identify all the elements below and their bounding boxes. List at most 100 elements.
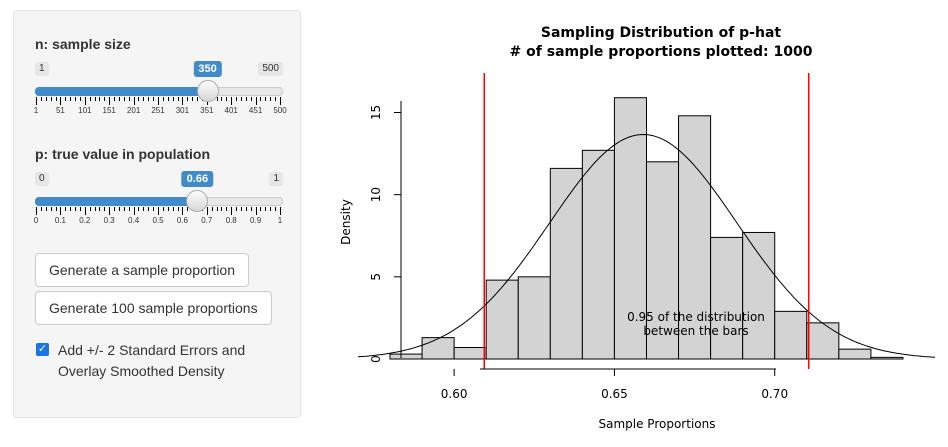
histogram-bar [581,149,615,360]
slider-minor-tick [187,207,189,211]
histogram-bar [549,167,583,360]
slider-minor-tick [245,207,247,211]
slider-major-tick [60,207,62,215]
slider-major-tick [109,97,111,105]
slider-minor-tick [99,97,101,101]
x-axis-ticks: 0.60 0.65 0.70 [441,369,788,401]
slider-tick-label: 0.4 [128,216,140,225]
slider-tick-label: 0.9 [250,216,262,225]
slider-minor-tick [240,207,242,211]
generate-100-button[interactable]: Generate 100 sample proportions [35,291,272,325]
slider-tick-label: 500 [273,106,287,115]
slider-major-tick [84,97,86,105]
slider-tick-label: 401 [224,106,238,115]
y-axis-tick-label: 0 [369,355,383,363]
slider-major-tick [182,207,184,215]
true-p-max-label: 1 [269,172,283,186]
slider-tick-label: 0.2 [79,216,91,225]
slider-tick-label: 0.7 [201,216,213,225]
sidebar-panel: n: sample size 1 500 350 1 51 101 151 201 251… [13,10,301,418]
slider-minor-tick [265,97,267,101]
slider-minor-tick [40,97,42,101]
histogram-bar [838,348,872,360]
slider-minor-tick [138,97,140,101]
slider-minor-tick [128,207,130,211]
sample-size-label: n: sample size [35,36,131,52]
standard-error-lines [483,73,810,369]
slider-ticks [35,207,283,215]
y-axis-tick-label: 10 [369,187,383,202]
slider-minor-tick [70,97,72,101]
standard-errors-checkbox[interactable]: ✓ [36,343,49,356]
slider-tick-label: 0.3 [103,216,115,225]
slider-minor-tick [177,207,179,211]
histogram-bar [806,322,840,360]
chart-title-line2: # of sample proportions plotted: 1000 [510,44,813,60]
slider-minor-tick [123,97,125,101]
slider-minor-tick [221,97,223,101]
slider-tick-label: 101 [78,106,92,115]
annotation-line1: 0.95 of the distribution [627,310,765,324]
slider-minor-tick [172,97,174,101]
slider-minor-tick [221,207,223,211]
slider-minor-tick [236,207,238,211]
y-axis-tick-label: 5 [369,273,383,281]
smoothed-density-curve [357,133,935,358]
histogram-bar [710,236,744,360]
histogram-bar [421,337,455,360]
slider-minor-tick [226,97,228,101]
slider-tick-label: 1 [277,216,283,225]
generate-one-button[interactable]: Generate a sample proportion [35,253,249,287]
slider-tick-label: 451 [248,106,263,115]
y-axis-title: Density [339,199,353,245]
slider-minor-tick [40,207,42,211]
slider-minor-tick [275,207,277,211]
slider-minor-tick [162,207,164,211]
standard-errors-checkbox-label[interactable]: Add +/- 2 Standard Errors and Overlay Sm… [58,342,246,379]
slider-major-tick [206,207,208,215]
slider-minor-tick [123,207,125,211]
slider-minor-tick [75,97,77,101]
slider-minor-tick [245,97,247,101]
sample-size-slider[interactable]: 1 500 350 1 51 101 151 201 251 301 351 401 451 500 [34,61,287,126]
slider-minor-tick [216,97,218,101]
slider-minor-tick [260,97,262,101]
histogram-bar [870,356,904,360]
slider-minor-tick [187,97,189,101]
slider-major-tick [182,97,184,105]
slider-major-tick [280,207,281,215]
slider-minor-tick [104,207,106,211]
slider-minor-tick [265,207,267,211]
slider-minor-tick [270,207,272,211]
slider-minor-tick [211,207,213,211]
slider-minor-tick [94,207,96,211]
slider-minor-tick [65,97,67,101]
slider-minor-tick [167,207,169,211]
slider-major-tick [36,97,37,105]
true-p-slider-handle[interactable] [186,190,209,212]
slider-tick-label: 151 [102,106,116,115]
sample-size-slider-handle[interactable] [196,80,219,102]
slider-tick-label: 0.6 [176,216,188,225]
slider-minor-tick [197,97,199,101]
slider-ticks [35,97,283,105]
slider-major-tick [280,97,281,105]
slider-minor-tick [177,97,179,101]
slider-minor-tick [50,207,52,211]
slider-minor-tick [148,97,150,101]
histogram-bars [389,97,904,360]
slider-minor-tick [79,97,81,101]
slider-major-tick [109,207,111,215]
slider-minor-tick [172,207,174,211]
slider-fill [35,87,208,96]
true-p-slider[interactable]: 0 1 0.66 0 0.1 0.2 0.3 0.4 0.5 0.6 0.7 0.8 0.9 1 [34,171,283,236]
x-axis-tick-label: 0.70 [761,387,788,401]
histogram-bar [742,231,776,360]
slider-major-tick [133,207,135,215]
slider-tick-label: 0.8 [225,216,237,225]
slider-minor-tick [153,97,155,101]
y-axis-tick-label: 15 [369,105,383,120]
slider-minor-tick [75,207,77,211]
slider-minor-tick [143,97,145,101]
histogram-bar [485,279,519,360]
